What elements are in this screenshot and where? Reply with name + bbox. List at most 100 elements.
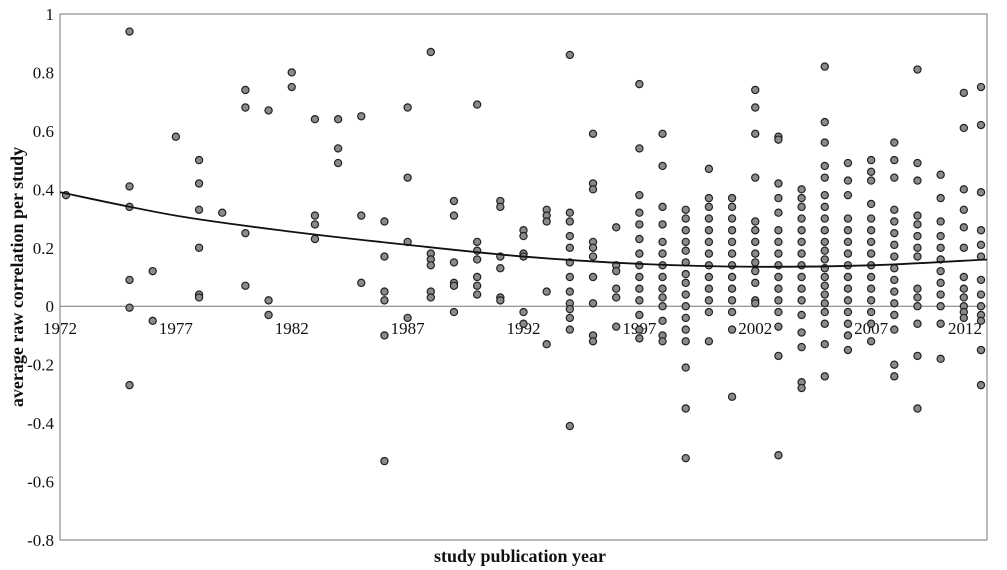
data-point: [426, 47, 435, 57]
data-point: [913, 176, 922, 185]
data-point: [588, 272, 598, 282]
data-point: [866, 337, 876, 346]
data-point: [890, 228, 899, 238]
data-point: [449, 211, 459, 220]
data-point: [774, 135, 783, 144]
data-point: [774, 351, 783, 361]
data-point: [913, 220, 922, 229]
data-point: [635, 234, 644, 244]
data-point: [976, 82, 986, 92]
data-point: [658, 272, 667, 282]
data-point: [658, 220, 667, 229]
data-point: [704, 237, 714, 247]
data-point: [542, 340, 551, 349]
data-point: [751, 299, 760, 308]
data-point: [936, 354, 945, 364]
data-point: [959, 88, 969, 98]
data-point: [820, 340, 829, 349]
data-point: [797, 226, 806, 235]
data-point: [403, 103, 412, 112]
data-point: [380, 456, 389, 466]
data-point: [976, 240, 986, 250]
data-point: [449, 281, 459, 290]
data-point: [797, 214, 806, 223]
y-tick-label: -0.8: [27, 531, 54, 550]
data-point: [472, 100, 482, 109]
data-point: [704, 226, 714, 235]
data-point: [820, 246, 829, 255]
data-point: [820, 190, 829, 200]
data-point: [890, 310, 899, 320]
data-point: [751, 85, 760, 95]
data-point: [681, 237, 690, 247]
data-point: [704, 307, 714, 317]
data-point: [658, 337, 667, 346]
data-point: [727, 237, 737, 247]
data-point: [727, 325, 737, 334]
data-point: [635, 144, 644, 153]
data-point: [751, 266, 760, 276]
data-point: [959, 284, 969, 293]
data-point: [565, 304, 575, 314]
data-point: [751, 278, 760, 288]
data-point: [751, 237, 760, 247]
data-point: [820, 319, 829, 328]
data-point: [241, 85, 250, 95]
data-point: [866, 284, 876, 293]
data-point: [820, 161, 829, 171]
data-point: [704, 214, 714, 223]
data-point: [976, 380, 986, 390]
data-point: [936, 266, 945, 276]
data-point: [704, 272, 714, 282]
data-point: [287, 82, 296, 92]
data-point: [843, 158, 853, 168]
data-point: [913, 243, 922, 252]
data-point: [635, 249, 644, 258]
data-point: [797, 296, 806, 305]
data-point: [890, 252, 899, 261]
data-point: [820, 372, 829, 381]
data-point: [658, 129, 667, 139]
data-point: [727, 284, 737, 293]
data-point: [913, 284, 922, 293]
data-point: [519, 319, 528, 328]
data-point: [797, 272, 806, 282]
data-point: [264, 296, 273, 305]
x-tick-label: 2002: [738, 319, 772, 338]
data-point: [704, 249, 714, 258]
data-point: [890, 205, 899, 214]
y-tick-label: 0.6: [33, 122, 54, 141]
data-point: [403, 313, 412, 323]
data-point: [704, 193, 714, 203]
data-point: [658, 302, 667, 311]
data-point: [658, 284, 667, 293]
data-point: [635, 220, 644, 229]
data-point: [635, 334, 644, 343]
data-point: [820, 307, 829, 317]
data-point: [472, 272, 482, 282]
y-tick-label: 1: [46, 5, 55, 24]
data-point: [681, 404, 690, 413]
data-point: [936, 217, 945, 226]
data-point: [565, 421, 575, 431]
data-point: [797, 249, 806, 258]
data-point: [565, 50, 575, 60]
data-point: [380, 252, 389, 261]
data-point: [843, 345, 853, 355]
data-point: [496, 202, 505, 212]
data-point: [125, 182, 134, 191]
data-point: [959, 243, 969, 252]
data-point: [496, 264, 505, 273]
data-point: [890, 155, 899, 165]
data-point: [727, 392, 737, 402]
data-point: [704, 337, 714, 346]
x-tick-label: 1982: [275, 319, 309, 338]
data-point: [866, 214, 876, 223]
data-point: [194, 293, 204, 302]
data-point: [774, 272, 783, 282]
data-point: [820, 290, 829, 299]
data-point: [820, 117, 829, 127]
data-point: [774, 261, 783, 270]
data-point: [125, 303, 134, 312]
data-point: [658, 237, 667, 247]
